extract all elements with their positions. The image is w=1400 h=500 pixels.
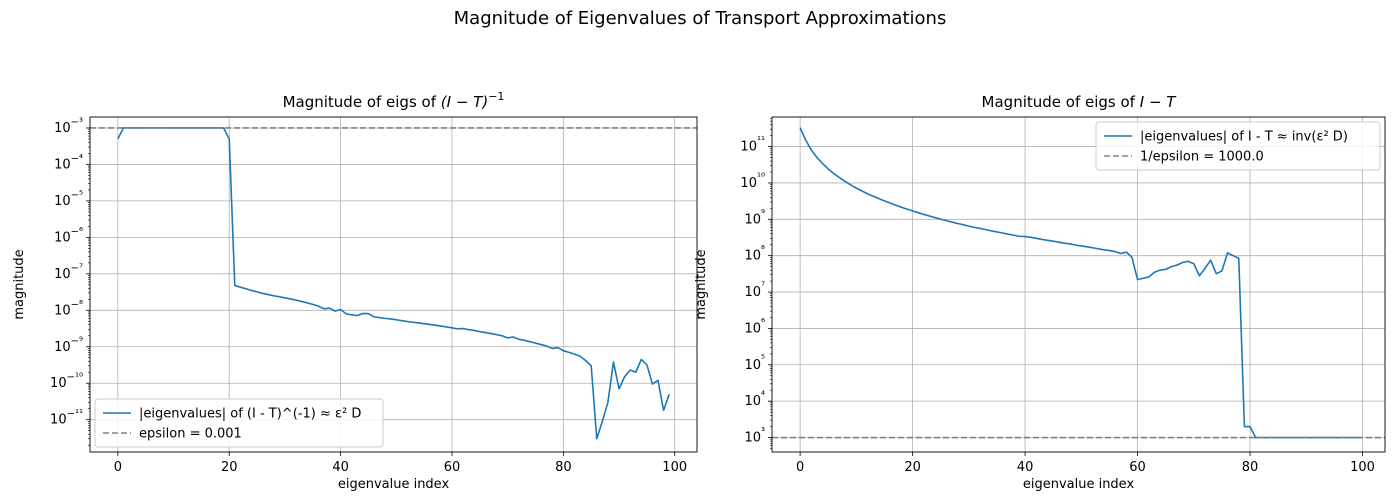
left-y-tick-label: 10−¹¹ [50, 409, 83, 428]
right-x-tick-label: 20 [904, 460, 921, 475]
right-y-tick-label: 10⁷ [744, 281, 765, 300]
right-x-tick-label: 80 [1242, 460, 1259, 475]
right-legend: |eigenvalues| of I - T ≈ inv(ε² D) 1/epsi… [1095, 121, 1381, 171]
left-x-tick-label: 80 [555, 460, 572, 475]
left-legend-label: epsilon = 0.001 [139, 427, 242, 442]
left-legend: |eigenvalues| of (I - T)^(-1) ≈ ε² D epsi… [94, 398, 384, 448]
left-x-axis-label: eigenvalue index [338, 477, 450, 492]
left-y-tick-label: 10−⁸ [54, 299, 83, 318]
right-x-tick-label: 60 [1129, 460, 1146, 475]
right-chart-title-prefix: Magnitude of eigs of [982, 93, 1140, 111]
right-x-tick-label: 100 [1350, 460, 1375, 475]
left-chart-title-math: (I − T) [441, 93, 488, 111]
right-y-tick-label: 10¹¹ [740, 136, 765, 155]
left-axes-frame [89, 116, 698, 453]
left-x-tick-label: 60 [444, 460, 461, 475]
left-chart-title-prefix: Magnitude of eigs of [283, 93, 441, 111]
left-x-tick-label: 100 [662, 460, 687, 475]
right-x-tick-label: 0 [796, 460, 804, 475]
right-chart-title-math: I − T [1140, 93, 1178, 111]
right-y-tick-label: 10⁵ [744, 354, 765, 373]
left-y-tick-label: 10−⁵ [54, 190, 83, 209]
right-y-tick-label: 10⁴ [744, 390, 765, 409]
left-y-tick-label: 10−¹⁰ [50, 372, 83, 391]
left-legend-label: |eigenvalues| of (I - T)^(-1) ≈ ε² D [139, 407, 361, 422]
left-chart-title: Magnitude of eigs of (I − T)−1 [283, 90, 505, 111]
left-y-tick-label: 10−³ [54, 117, 83, 136]
left-x-tick-label: 40 [332, 460, 349, 475]
right-legend-label: |eigenvalues| of I - T ≈ inv(ε² D) [1140, 130, 1348, 145]
right-y-tick-label: 10⁸ [744, 245, 765, 264]
right-chart-title: Magnitude of eigs of I − T [982, 93, 1178, 111]
right-x-axis-label: eigenvalue index [1023, 477, 1135, 492]
left-y-tick-label: 10−⁹ [54, 336, 83, 355]
left-legend-box [94, 398, 384, 448]
figure-suptitle: Magnitude of Eigenvalues of Transport Ap… [454, 8, 947, 29]
left-y-tick-label: 10−⁶ [54, 226, 83, 245]
left-chart-title-superscript: −1 [488, 90, 504, 103]
left-y-tick-label: 10−⁷ [54, 263, 83, 282]
right-y-tick-label: 10³ [744, 427, 765, 446]
right-x-tick-label: 40 [1017, 460, 1034, 475]
left-y-tick-label: 10−⁴ [54, 153, 83, 172]
right-axes-frame [771, 116, 1386, 453]
right-y-tick-label: 10⁶ [744, 317, 765, 336]
right-y-tick-label: 10⁹ [744, 208, 765, 227]
left-x-tick-label: 20 [221, 460, 238, 475]
left-chart-panel: 0 20 40 60 80 100 10−¹¹ 10−¹⁰ 10−⁹ 10−⁸ 10−⁷ 10−⁶ 10… [12, 90, 698, 492]
left-x-tick-label: 0 [114, 460, 122, 475]
right-y-tick-label: 10¹⁰ [740, 172, 765, 191]
right-chart-panel: 0 20 40 60 80 100 10³ 10⁴ 10⁵ 10⁶ 10⁷ 10⁸ 10⁹ 10¹⁰ 10¹… [694, 93, 1386, 492]
right-legend-label: 1/epsilon = 1000.0 [1140, 150, 1264, 165]
right-y-axis-label: magnitude [694, 249, 709, 319]
left-y-axis-label: magnitude [12, 249, 27, 319]
right-legend-box [1095, 121, 1381, 171]
